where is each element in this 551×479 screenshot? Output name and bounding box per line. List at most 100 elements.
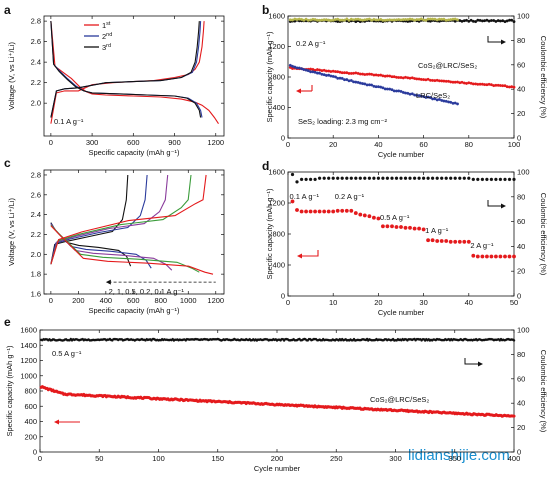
y-tick-label: 1400 [20, 341, 37, 350]
y-tick-label: 1.8 [31, 270, 41, 279]
y-tick-label: 2.6 [31, 37, 41, 46]
ce-point [494, 177, 498, 182]
annotation-cos2: CoS₂@LRC/SeS₂ [418, 61, 477, 70]
ce-point [358, 176, 362, 180]
x-tick-label: 0 [286, 140, 290, 149]
y-axis-label: Specific capacity (mAh g⁻¹) [5, 345, 14, 437]
plot-frame [43, 15, 225, 137]
ce-point [354, 176, 358, 180]
ce-point [327, 176, 331, 180]
ce-point [322, 176, 326, 180]
capacity-point [426, 238, 431, 243]
x-tick-label: 50 [95, 454, 103, 463]
point-CE-LRC-SeS- [456, 18, 459, 22]
capacity-point [462, 239, 467, 244]
capacity-point [380, 224, 385, 229]
capacity-point [421, 227, 426, 232]
legend-label: 2nd [102, 32, 112, 41]
annotation-loading: SeS₂ loading: 2.3 mg cm⁻² [298, 117, 387, 126]
bracket-arrow [487, 200, 502, 207]
ce-point [385, 176, 390, 180]
y2-tick-label: 40 [517, 85, 525, 94]
capacity-point [290, 199, 295, 204]
y-tick-label: 2.0 [31, 99, 41, 108]
ce-point [485, 177, 489, 182]
y2-tick-label: 0 [517, 448, 521, 457]
x-tick-label: 0 [49, 296, 53, 305]
point-CE-LRC-SeS- [343, 18, 346, 22]
ce-point [349, 176, 353, 180]
curve-3rd-discharge [50, 21, 202, 118]
point-LRC-SeS- [428, 96, 432, 100]
point-LRC-SeS- [456, 102, 459, 106]
annotation-cos2: CoS₂@LRC/SeS₂ [370, 395, 429, 404]
y-tick-label: 2.2 [31, 78, 41, 87]
ce-point [498, 177, 503, 182]
x-tick-label: 0 [38, 454, 42, 463]
capacity-point [444, 239, 449, 243]
ce-point [458, 176, 462, 180]
ce-point [476, 177, 480, 182]
x-tick-label: 20 [374, 298, 382, 307]
panel-c-label: c [4, 156, 11, 170]
point-CE-CoS-LRC-SeS- [510, 18, 514, 22]
capacity-point [493, 254, 498, 259]
capacity-point [453, 239, 458, 244]
y-tick-label: 1200 [268, 199, 285, 208]
ce-point [507, 177, 512, 182]
point-LRC-SeS- [349, 79, 353, 82]
capacity-point [430, 238, 435, 243]
rate-label: 1 A g⁻¹ [425, 226, 449, 235]
rate-label: 0.5 A g⁻¹ [380, 213, 410, 222]
ce-point [381, 176, 385, 180]
y-tick-label: 600 [24, 402, 37, 411]
x-tick-label: 600 [127, 296, 140, 305]
x-axis-label: Cycle number [378, 150, 425, 159]
rate-label: 0.1 A g⁻¹ [290, 192, 320, 201]
arrow-left-head [54, 419, 59, 425]
x-tick-label: 10 [329, 298, 337, 307]
y-tick-label: 400 [24, 417, 37, 426]
y-axis-label: Voltage (V, vs Li⁺/Li) [7, 198, 16, 266]
capacity-point [439, 239, 444, 243]
y-tick-label: 2.4 [31, 58, 41, 67]
y-tick-label: 800 [272, 73, 285, 82]
chart-c: 0 200 400 600 800 1000 1200 1.6 1.8 2.0 2.2 2.4 2.6 2… [7, 169, 225, 315]
x-tick-label: 400 [100, 296, 113, 305]
capacity-point [340, 208, 345, 213]
legend-label: 3rd [102, 43, 111, 52]
capacity-point [353, 211, 358, 216]
chart-e: 0 50 100 150 200 250 300 350 4000200400600800100… [5, 326, 548, 474]
y-tick-label: 2.8 [31, 17, 41, 26]
ce-point [403, 176, 408, 180]
chart-a: 0 300 600 900 1200 2.0 2.2 2.4 2.6 2.8 Specific ca… [7, 15, 225, 157]
capacity-point [403, 225, 408, 230]
panel-b: b [262, 3, 269, 17]
y2-axis-label: Coulombic efficiency (%) [539, 36, 548, 119]
y-axis-label: Specific capacity (mAh g⁻¹) [265, 31, 274, 123]
y2-tick-label: 20 [517, 267, 525, 276]
ce-point [408, 176, 412, 180]
capacity-point [412, 226, 417, 231]
ce-point [417, 176, 421, 180]
capacity-point [480, 254, 485, 259]
x-tick-label: 60 [419, 140, 427, 149]
panel-e: e [4, 315, 11, 329]
x-axis-label: Specific capacity (mAh g⁻¹) [88, 148, 180, 157]
ce-point [440, 176, 444, 180]
charge-curve [50, 174, 192, 265]
ce-point [363, 176, 367, 180]
ce-point [299, 177, 304, 182]
ce-point [412, 176, 417, 180]
y2-tick-label: 100 [517, 326, 530, 335]
ce-point [331, 176, 335, 180]
bracket-arrow-head [501, 203, 506, 209]
ce-point [453, 176, 457, 180]
charge-curve [50, 174, 207, 265]
y-tick-label: 400 [272, 103, 285, 112]
curve-3rd-charge [50, 21, 200, 118]
ce-point [340, 176, 344, 180]
watermark: lidianshijie.com [408, 447, 510, 464]
curve-1st-discharge [50, 21, 219, 125]
y-tick-label: 800 [272, 230, 285, 239]
